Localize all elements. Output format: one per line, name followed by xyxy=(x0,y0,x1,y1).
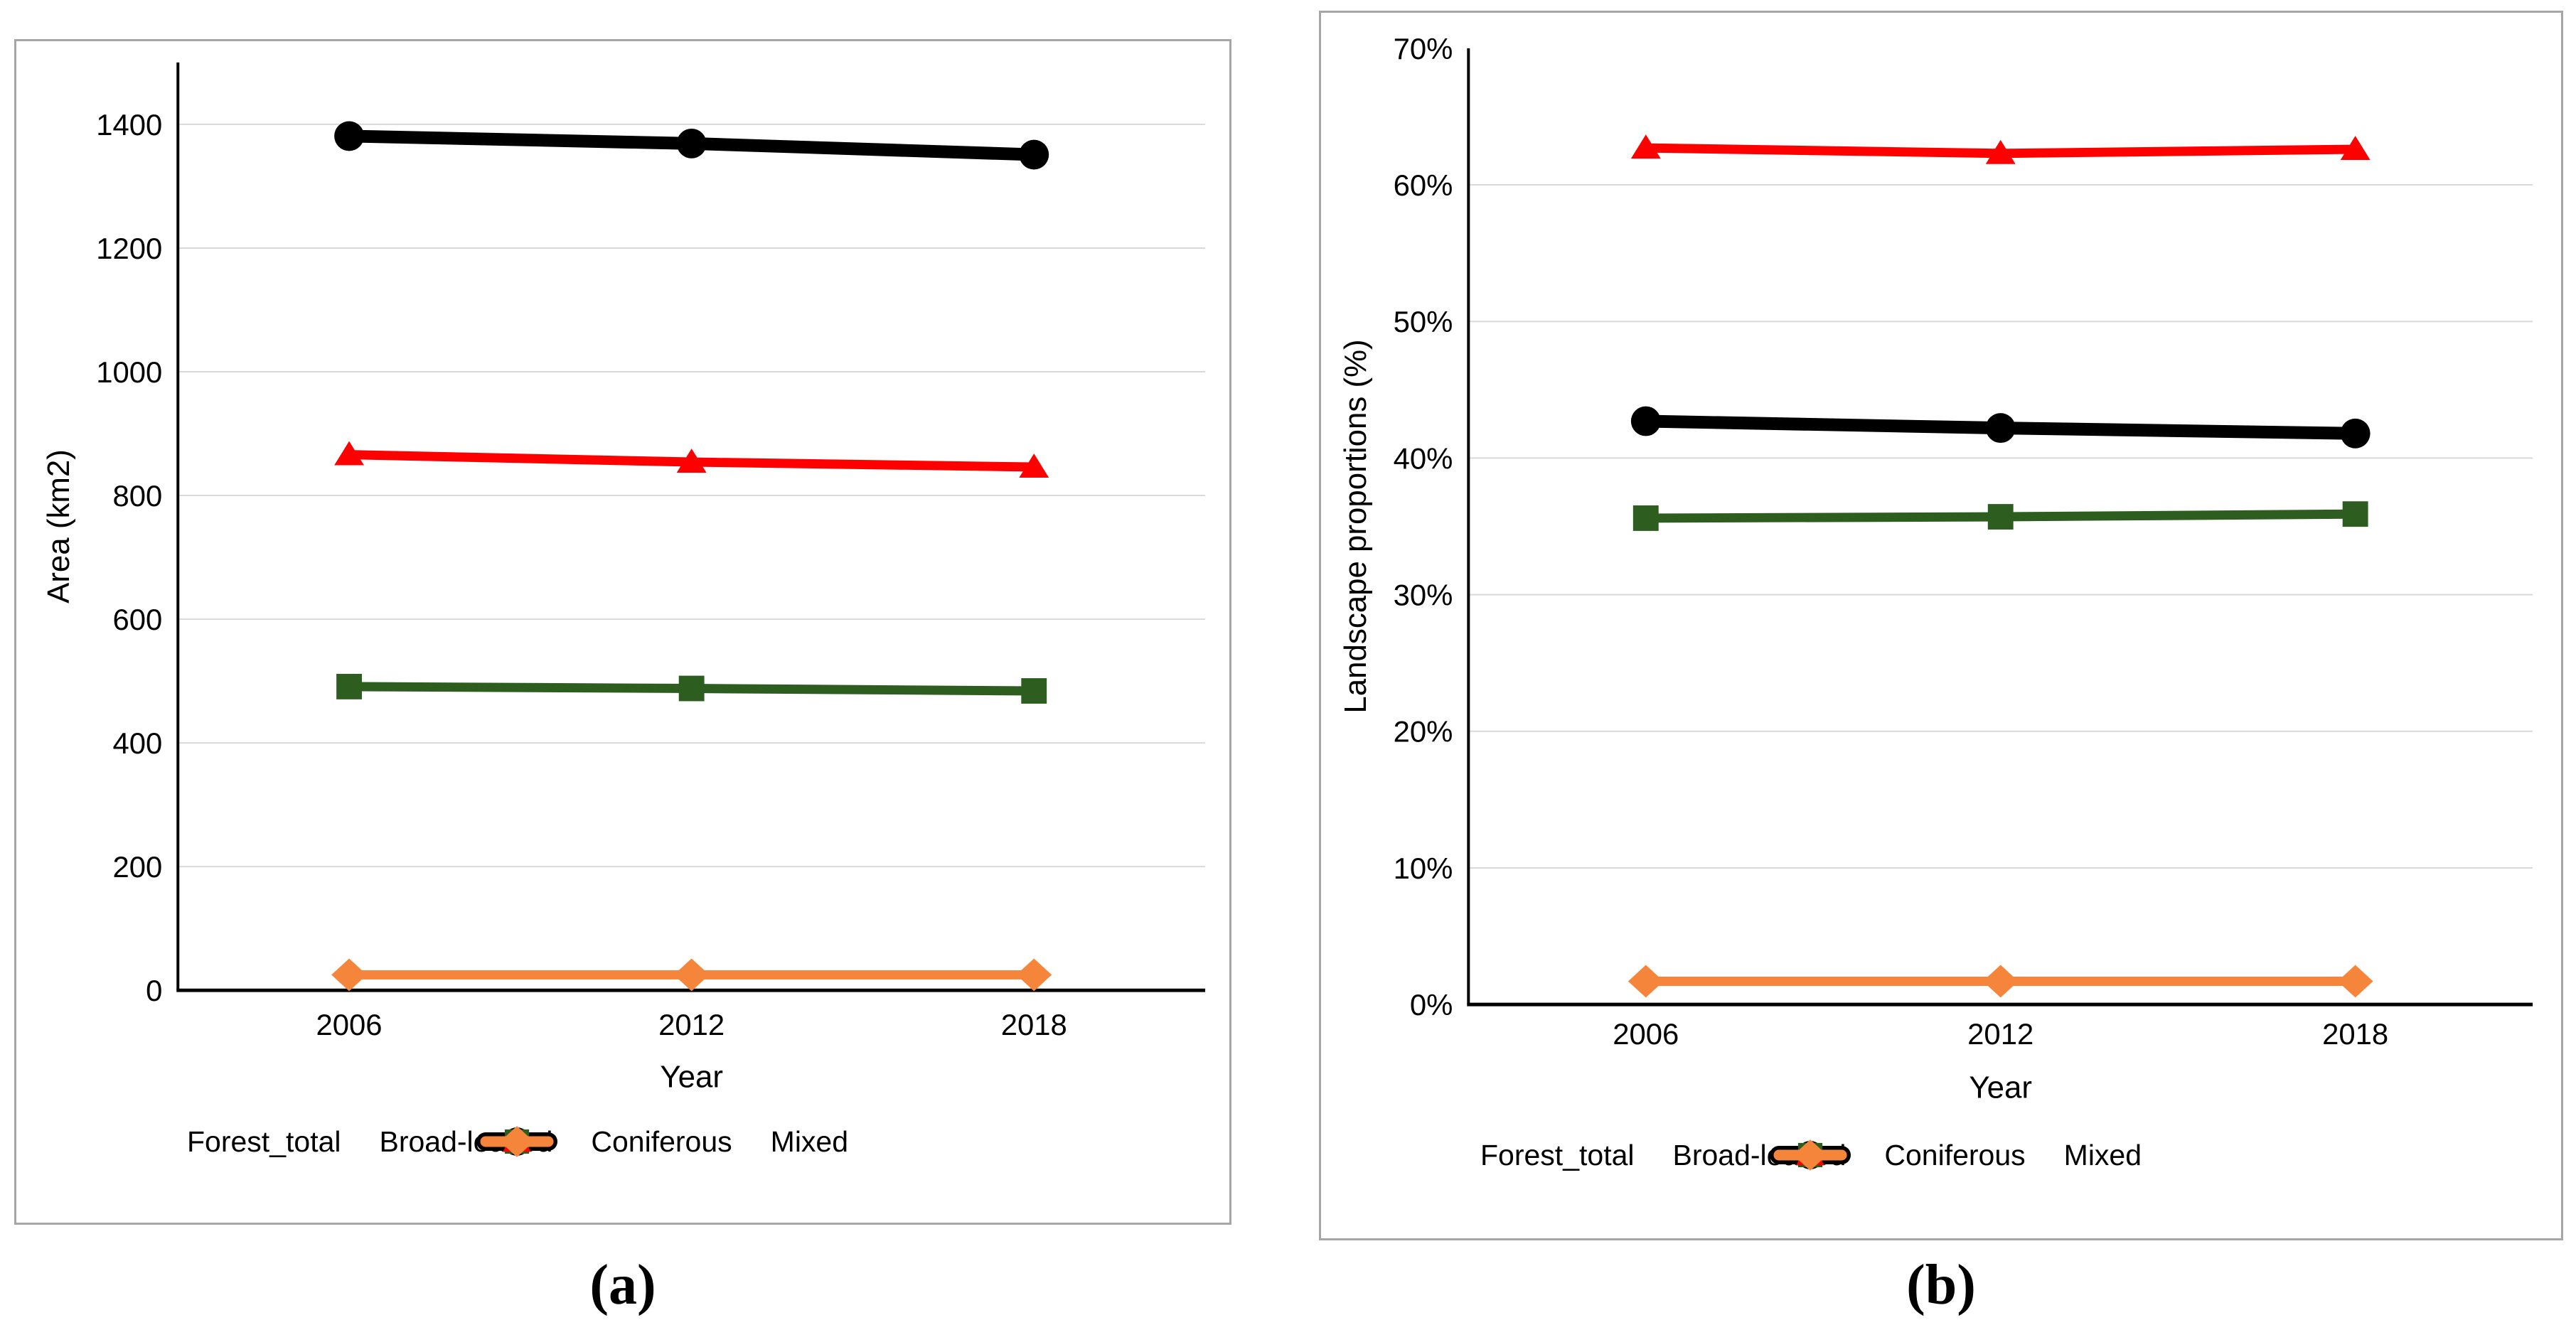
y-tick-label: 400 xyxy=(113,726,163,760)
y-tick-label: 600 xyxy=(113,603,163,636)
series-marker-triangle xyxy=(676,449,707,473)
series-marker-diamond xyxy=(500,1126,534,1157)
chart-b-legend: Forest_total Broad-leaved Coniferous Mixed xyxy=(1479,1139,2142,1171)
y-tick-label: 0 xyxy=(146,974,162,1007)
series-marker-circle xyxy=(676,128,707,159)
series-marker-diamond xyxy=(1793,1139,1827,1171)
series-marker-square xyxy=(336,673,362,699)
series-marker-circle xyxy=(1630,406,1661,436)
legend-label: Forest_total xyxy=(1480,1139,1635,1171)
legend-item-mixed: Mixed xyxy=(480,1125,849,1158)
x-tick-label: 2012 xyxy=(1967,1017,2033,1051)
series-marker-diamond xyxy=(2337,965,2373,998)
series-marker-square xyxy=(2342,501,2368,527)
x-tick-label: 2006 xyxy=(316,1008,383,1041)
y-axis-title: Landscape proportions (%) xyxy=(1338,339,1373,713)
x-axis-title: Year xyxy=(1969,1071,2032,1105)
series-marker-triangle xyxy=(1019,454,1049,478)
y-tick-label: 800 xyxy=(113,479,163,513)
series-marker-circle xyxy=(1019,139,1049,170)
legend-item-mixed: Mixed xyxy=(1773,1139,2142,1171)
legend-label: Coniferous xyxy=(591,1125,732,1158)
panel-b-caption: (b) xyxy=(1906,1254,1976,1316)
y-tick-label: 30% xyxy=(1394,579,1453,612)
y-tick-label: 60% xyxy=(1394,168,1453,202)
legend-marker-diamond-icon xyxy=(480,1126,554,1157)
series-marker-diamond xyxy=(1628,965,1664,998)
y-tick-label: 200 xyxy=(113,850,163,884)
series-marker-triangle xyxy=(1630,134,1661,159)
series-marker-diamond xyxy=(673,958,710,992)
y-tick-label: 1000 xyxy=(96,355,162,389)
series-marker-square xyxy=(1021,678,1047,704)
series-marker-circle xyxy=(334,121,364,151)
y-tick-label: 20% xyxy=(1394,715,1453,748)
y-tick-label: 1200 xyxy=(96,232,162,265)
panel-a-caption: (a) xyxy=(589,1254,656,1316)
series-marker-square xyxy=(1987,504,2014,530)
x-axis-title: Year xyxy=(660,1060,723,1095)
chart-b-canvas: 0% 10% 20% 30% 40% 50% 60% 70% 2006 2012 2018 Year L… xyxy=(1338,32,2533,1105)
y-tick-label: 70% xyxy=(1394,32,1453,65)
x-tick-label: 2012 xyxy=(658,1008,725,1041)
series-marker-square xyxy=(678,675,705,702)
series-marker-circle xyxy=(2340,418,2371,449)
legend-marker-diamond-icon xyxy=(1773,1139,1847,1171)
y-tick-label: 40% xyxy=(1394,441,1453,475)
series-marker-diamond xyxy=(1982,965,2019,998)
series-marker-triangle xyxy=(2340,136,2371,160)
chart-a-canvas: 0 200 400 600 800 1000 1200 1400 2006 2012 2018 Yea… xyxy=(41,62,1206,1095)
series-marker-diamond xyxy=(1016,958,1052,992)
x-tick-label: 2006 xyxy=(1613,1017,1679,1051)
y-tick-label: 1400 xyxy=(96,108,162,141)
y-tick-label: 50% xyxy=(1394,305,1453,338)
panel-a: 0 200 400 600 800 1000 1200 1400 2006 2012 2018 Yea… xyxy=(14,39,1231,1225)
y-axis-title: Area (km2) xyxy=(41,449,76,603)
x-tick-label: 2018 xyxy=(1001,1008,1067,1041)
panel-b: 0% 10% 20% 30% 40% 50% 60% 70% 2006 2012 2018 Year L… xyxy=(1319,11,2563,1240)
legend-label: Forest_total xyxy=(187,1125,341,1158)
series-marker-triangle xyxy=(334,441,364,466)
legend-label: Coniferous xyxy=(1884,1139,2026,1171)
series-marker-diamond xyxy=(331,958,367,992)
y-tick-label: 0% xyxy=(1410,988,1453,1021)
chart-a-legend: Forest_total Broad-leaved Coniferous Mixed xyxy=(186,1125,848,1158)
x-tick-label: 2018 xyxy=(2322,1017,2388,1051)
series-marker-circle xyxy=(1985,413,2016,444)
legend-label: Mixed xyxy=(770,1125,849,1158)
legend-label: Mixed xyxy=(2063,1139,2142,1171)
series-marker-triangle xyxy=(1985,139,2016,164)
series-marker-square xyxy=(1632,505,1659,531)
y-tick-label: 10% xyxy=(1394,852,1453,885)
